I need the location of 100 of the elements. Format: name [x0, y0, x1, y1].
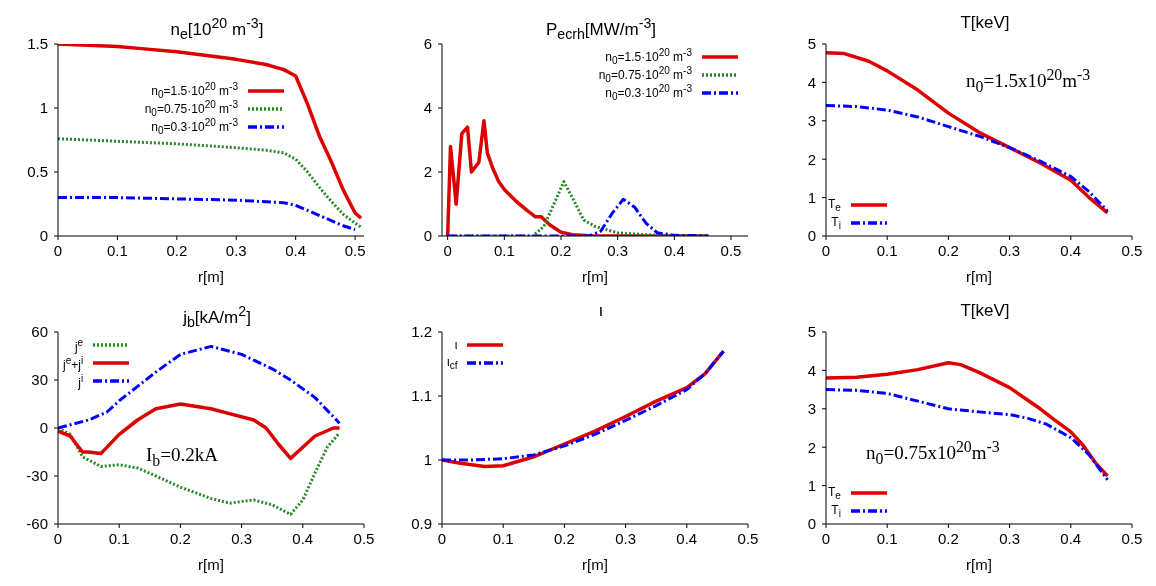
line-series [826, 51, 1110, 215]
x-tick-label: 0 [821, 529, 831, 547]
y-tick-label: 0 [807, 227, 816, 245]
x-axis-title: r[m] [198, 268, 224, 285]
x-tick-label: 0.4 [1060, 529, 1082, 547]
legend-label: n$_{0}$=0.3·10$^{20}$ m$^{-3}$ [151, 117, 238, 137]
legend-label: n$_{0}$=0.3·10$^{20}$ m$^{-3}$ [605, 83, 692, 103]
x-axis-title: r[m] [582, 268, 608, 285]
y-tick-label: 0 [807, 515, 816, 533]
line-series [58, 196, 357, 232]
y-tick-label: -60 [26, 515, 48, 533]
y-tick-label: 0.9 [411, 515, 432, 533]
x-tick-label: 0.4 [285, 241, 307, 259]
legend-label: n$_{0}$=1.5·10$^{20}$ m$^{-3}$ [605, 47, 692, 67]
line-series [826, 360, 1110, 478]
chart-title: n$_{e}$[10$^{20}$ m$^{-3}$] [170, 15, 264, 43]
y-tick-label: 0 [423, 227, 432, 245]
x-tick-label: 0.3 [999, 241, 1021, 259]
x-tick-label: 0.3 [999, 529, 1021, 547]
legend-label: T$_{i}$ [831, 502, 841, 520]
legend-label: j$^{e}$ [74, 336, 84, 354]
y-tick-label: 1.2 [411, 323, 432, 341]
y-tick-label: 1 [807, 476, 816, 494]
x-tick-label: 0 [53, 241, 63, 259]
x-tick-label: 0 [53, 529, 63, 547]
legend-label: j$^{e}$+j$^{i}$ [63, 354, 84, 372]
x-tick-label: 0.3 [607, 241, 629, 259]
line-series [826, 103, 1110, 213]
x-tick-label: 0.4 [292, 529, 314, 547]
x-tick-label: 0.2 [166, 241, 188, 259]
legend-label: j$^{i}$ [78, 372, 84, 390]
x-tick-label: 0.3 [615, 529, 637, 547]
x-tick-label: 0 [821, 241, 831, 259]
legend-label: n$_{0}$=0.75·10$^{20}$ m$^{-3}$ [598, 65, 692, 85]
x-tick-label: 0.2 [169, 529, 191, 547]
x-tick-label: 0.2 [937, 241, 959, 259]
y-tick-label: 1.1 [411, 387, 432, 405]
x-tick-label: 0.3 [225, 241, 247, 259]
y-tick-label: 2 [807, 150, 816, 168]
legend-label: ι$_{cf}$ [447, 354, 458, 372]
legend-label: T$_{i}$ [831, 214, 841, 232]
y-tick-label: -30 [26, 467, 48, 485]
chart-title: j$_{b}$[kA/m$^{2}$] [183, 303, 251, 331]
y-tick-label: 2 [423, 163, 432, 181]
line-series [58, 426, 342, 516]
y-tick-label: 3 [807, 400, 816, 418]
x-tick-label: 0.5 [737, 529, 759, 547]
x-tick-label: 0.2 [937, 529, 959, 547]
x-tick-label: 0.4 [663, 241, 685, 259]
y-tick-label: 60 [31, 323, 48, 341]
x-tick-label: 0.5 [1121, 241, 1143, 259]
x-tick-label: 0.1 [108, 529, 130, 547]
chart-title: P$_{ecrh}$[MW/m$^{-3}$] [545, 15, 657, 43]
line-series [58, 137, 363, 229]
x-axis-title: r[m] [582, 556, 608, 573]
line-series [58, 44, 363, 220]
line-series [826, 388, 1110, 482]
y-tick-label: 1 [423, 451, 432, 469]
chart-title: T[keV] [960, 13, 1010, 32]
x-tick-label: 0.5 [344, 241, 366, 259]
legend-label: T$_{e}$ [828, 484, 841, 502]
x-tick-label: 0 [437, 529, 447, 547]
x-tick-label: 0.2 [553, 529, 575, 547]
annotation: n$_{0}$=1.5x10$^{20}$m$^{-3}$ [966, 66, 1091, 97]
y-tick-label: 4 [807, 73, 816, 91]
x-tick-label: 0.5 [720, 241, 742, 259]
x-tick-label: 0.5 [353, 529, 375, 547]
x-axis-title: r[m] [966, 556, 992, 573]
y-tick-label: 0 [39, 419, 48, 437]
x-axis-title: r[m] [966, 268, 992, 285]
annotation: I$_{b}$=0.2kA [146, 444, 218, 470]
x-tick-label: 0.2 [550, 241, 572, 259]
x-tick-label: 0.1 [106, 241, 128, 259]
x-axis-title: r[m] [198, 556, 224, 573]
x-tick-label: 0.1 [876, 529, 898, 547]
y-tick-label: 0 [39, 227, 48, 245]
x-tick-label: 0.1 [493, 241, 515, 259]
x-tick-label: 0.1 [876, 241, 898, 259]
y-tick-label: 2 [807, 438, 816, 456]
legend-label: T$_{e}$ [828, 196, 841, 214]
y-tick-label: 5 [807, 323, 816, 341]
y-tick-label: 0.5 [27, 163, 48, 181]
chart-title: ι [599, 301, 603, 320]
x-tick-label: 0.4 [676, 529, 698, 547]
legend-label: n$_{0}$=1.5·10$^{20}$ m$^{-3}$ [151, 81, 238, 101]
y-tick-label: 4 [423, 99, 432, 117]
y-tick-label: 30 [31, 371, 48, 389]
y-tick-label: 3 [807, 112, 816, 130]
y-tick-label: 4 [807, 361, 816, 379]
legend-label: ι [454, 338, 458, 352]
x-tick-label: 0 [443, 241, 452, 259]
x-tick-label: 0.5 [1121, 529, 1143, 547]
annotation: n$_{0}$=0.75x10$^{20}$m$^{-3}$ [866, 438, 1000, 469]
x-tick-label: 0.1 [492, 529, 514, 547]
y-tick-label: 6 [423, 35, 432, 53]
x-tick-label: 0.4 [1060, 241, 1082, 259]
y-tick-label: 1.5 [27, 35, 48, 53]
legend-label: n$_{0}$=0.75·10$^{20}$ m$^{-3}$ [144, 99, 238, 119]
chart-title: T[keV] [960, 301, 1010, 320]
y-tick-label: 1 [807, 188, 816, 206]
